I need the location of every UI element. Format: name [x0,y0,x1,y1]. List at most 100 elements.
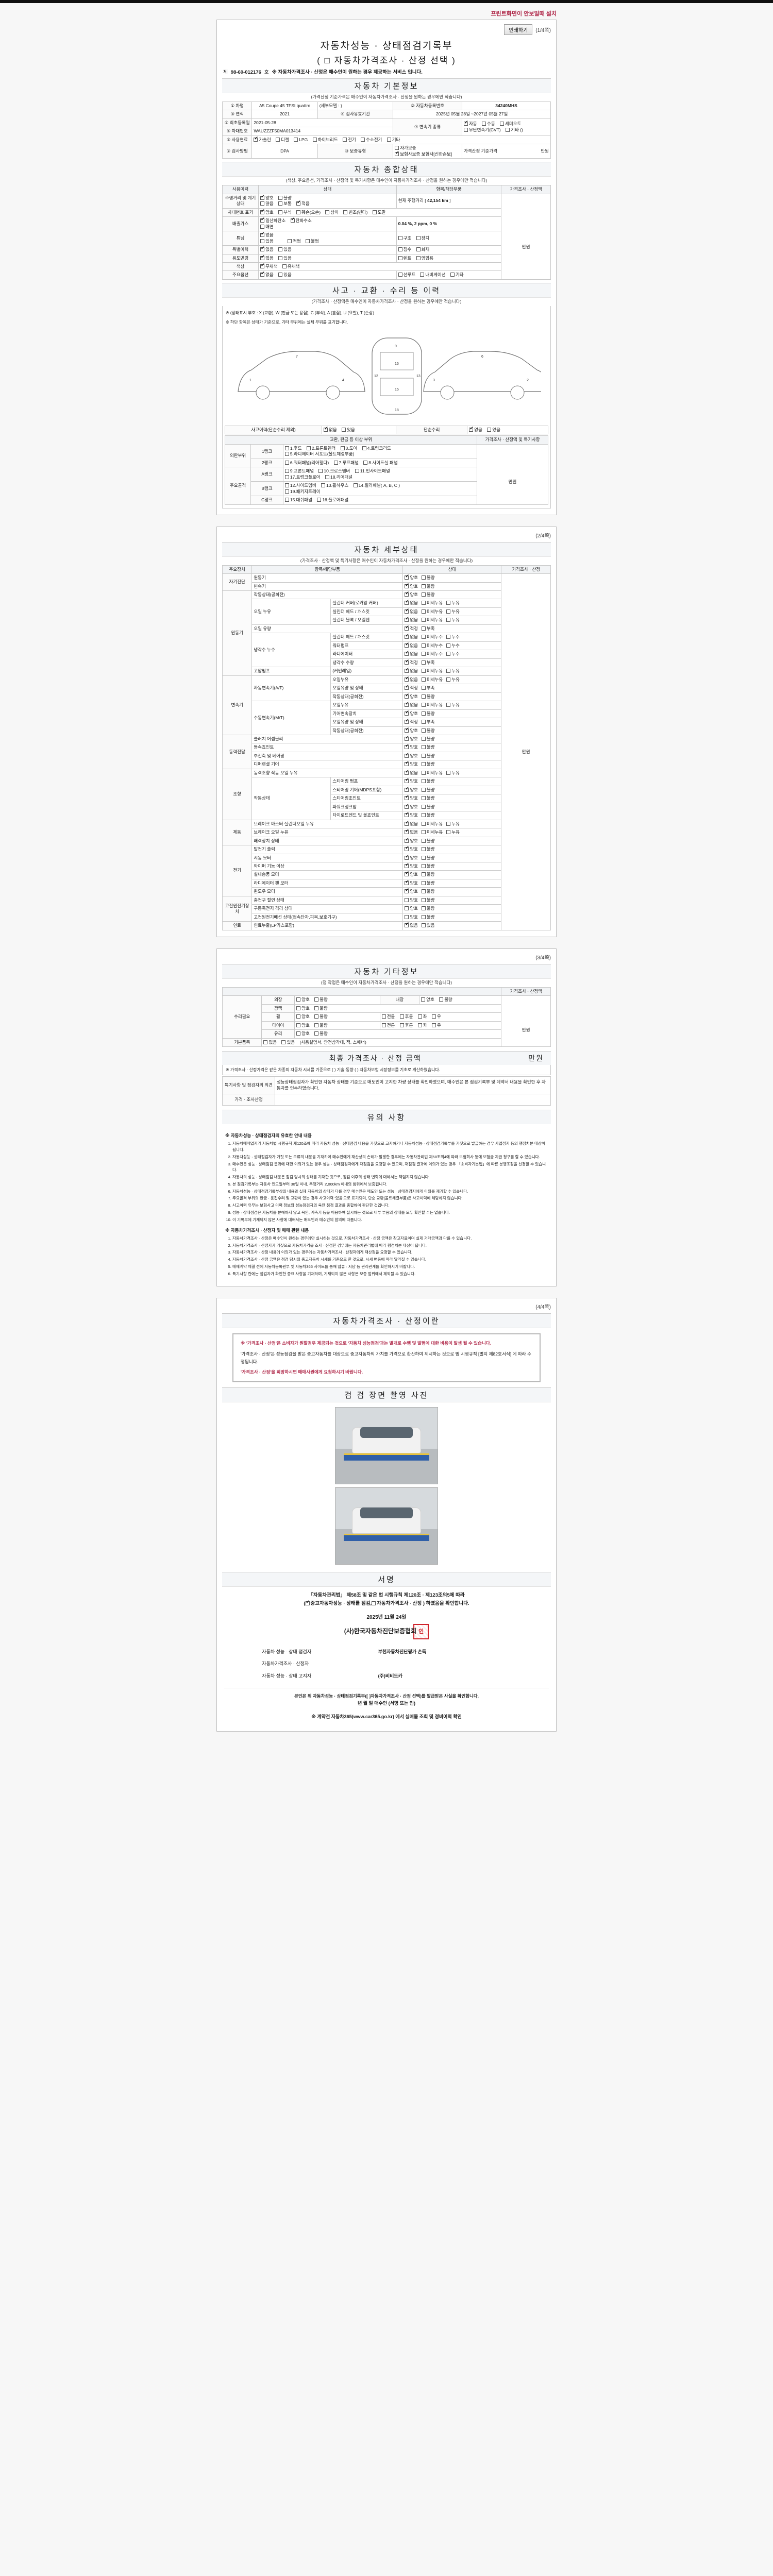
checkbox-불량[interactable] [421,813,426,818]
checkbox-special-yes[interactable] [278,247,283,252]
checkbox-양호[interactable] [405,811,409,818]
checkbox-accident-none[interactable] [324,426,328,432]
row-item-options[interactable]: 선루프 내비게이션 기타 [396,270,502,280]
checkbox-미세누유[interactable] [421,821,426,826]
checkbox-누수[interactable] [446,643,451,648]
checkbox-부족[interactable] [421,686,426,690]
checkbox-불량[interactable] [421,796,426,801]
row-state-emission[interactable]: 일산화탄소 탄화수소 매연 [258,216,397,232]
checkbox-vin-good[interactable] [260,209,265,214]
checkbox-미세누유[interactable] [421,601,426,605]
checkbox-불량[interactable] [421,838,426,843]
checkbox-양호[interactable] [405,906,409,911]
checkbox-누유[interactable] [446,601,451,605]
checkbox-front-fender[interactable] [306,446,311,450]
checkbox-cross-member[interactable] [318,469,323,473]
checkbox-양호[interactable] [405,760,409,767]
checkbox-양호[interactable] [405,786,409,792]
rank-c-items[interactable]: 15.대쉬패널 16.플로어패널 [282,496,478,505]
checkbox-co[interactable] [260,217,265,223]
checkbox-누유[interactable] [446,609,451,614]
checkbox-rent[interactable] [398,256,402,260]
checkbox-미세누유[interactable] [421,669,426,673]
checkbox-basic-yes[interactable] [281,1040,286,1044]
checkbox-불량[interactable] [421,787,426,792]
checkbox-trans-etc[interactable] [506,127,510,132]
checkbox-불량[interactable] [421,855,426,860]
checkbox-tire-right[interactable] [431,1023,436,1027]
checkbox-option-etc[interactable] [450,273,455,277]
rank-b-items[interactable]: 12.사이드멤버 13.휠하우스 14.필러패널( A, B, C ) 19.패… [282,481,478,497]
checkbox-glass-good[interactable] [296,1031,301,1036]
checkbox-양호[interactable] [405,777,409,784]
checkbox-trans-manual[interactable] [482,122,486,126]
checkbox-양호[interactable] [405,862,409,868]
row-item-tuning[interactable]: 구조 장치 [396,231,502,246]
checkbox-wheel-house[interactable] [321,483,326,488]
checkbox-tire-left[interactable] [417,1023,422,1027]
checkbox-없음[interactable] [405,820,409,826]
checkbox-없음[interactable] [405,633,409,639]
checkbox-없음[interactable] [405,650,409,656]
checkbox-불량[interactable] [421,736,426,741]
etc-opts-interior[interactable]: 양호 불량 [419,995,502,1005]
rank-a-items[interactable]: 9.프론트패널 10.크로스멤버 11.인사이드패널 17.트렁크플로어 18.… [282,467,478,482]
checkbox-wheel-right[interactable] [431,1014,436,1019]
row-state-options[interactable]: 없음 있음 [258,270,397,280]
checkbox-있음[interactable] [421,923,426,928]
checkbox-미세누유[interactable] [421,618,426,622]
checkbox-navigation[interactable] [420,273,425,277]
checkbox-미세누수[interactable] [421,635,426,639]
checkbox-basic-none[interactable] [263,1040,268,1044]
checkbox-불량[interactable] [421,745,426,750]
checkbox-fuel-etc[interactable] [386,137,391,142]
checkbox-floor-panel[interactable] [317,498,322,502]
checkbox-price-survey[interactable] [372,1601,376,1606]
row-state-special[interactable]: 없음 있음 [258,245,397,255]
checkbox-양호[interactable] [405,693,409,699]
checkbox-vin-damage[interactable] [296,210,301,214]
checkbox-불량[interactable] [421,575,426,580]
checkbox-roof-panel[interactable] [333,460,338,465]
warranty-options[interactable]: 자가보증 보험사보증 보험사[신한손보] [393,144,462,159]
fuel-options[interactable]: 가솔린 디젤 LPG 하이브리드 전기 수소전기 기타 [251,135,551,145]
checkbox-trans-auto[interactable] [463,120,468,126]
checkbox-vin-rust[interactable] [278,210,283,214]
basic-items-options[interactable]: 없음 있음 (사용설명서, 안전삼각대, 잭, 스패너) [261,1038,502,1047]
rank-2-items[interactable]: 6.쿼터패널(리어휀다) 7.루프패널 8.사이드실 패널 [282,458,478,468]
checkbox-wheel-good[interactable] [296,1014,301,1019]
checkbox-tuning-legal[interactable] [288,239,292,243]
rank-1-items[interactable]: 1.후드 2.프론트휀더 3.도어 4.트렁크리드 5.라디에이터 서포트(볼트… [282,444,478,459]
transmission-options[interactable]: 자동 수동 세미오토 무단변속기(CVT) 기타 () [461,118,551,136]
checkbox-wheel-left[interactable] [417,1014,422,1019]
checkbox-누유[interactable] [446,618,451,622]
checkbox-양호[interactable] [405,752,409,758]
checkbox-polish-good[interactable] [296,1006,301,1010]
checkbox-불량[interactable] [421,914,426,919]
etc-opts-glass[interactable]: 양호 불량 [294,1029,502,1039]
checkbox-option-yes[interactable] [278,273,283,277]
checkbox-interior-bad[interactable] [439,997,444,1002]
checkbox-누수[interactable] [446,652,451,656]
row-item-special[interactable]: 침수 화재 [396,245,502,255]
checkbox-양호[interactable] [405,803,409,809]
checkbox-없음[interactable] [405,616,409,622]
etc-opts-exterior[interactable]: 양호 불량 [294,995,380,1005]
checkbox-mileage-good[interactable] [260,194,265,200]
checkbox-usage-yes[interactable] [278,256,283,260]
